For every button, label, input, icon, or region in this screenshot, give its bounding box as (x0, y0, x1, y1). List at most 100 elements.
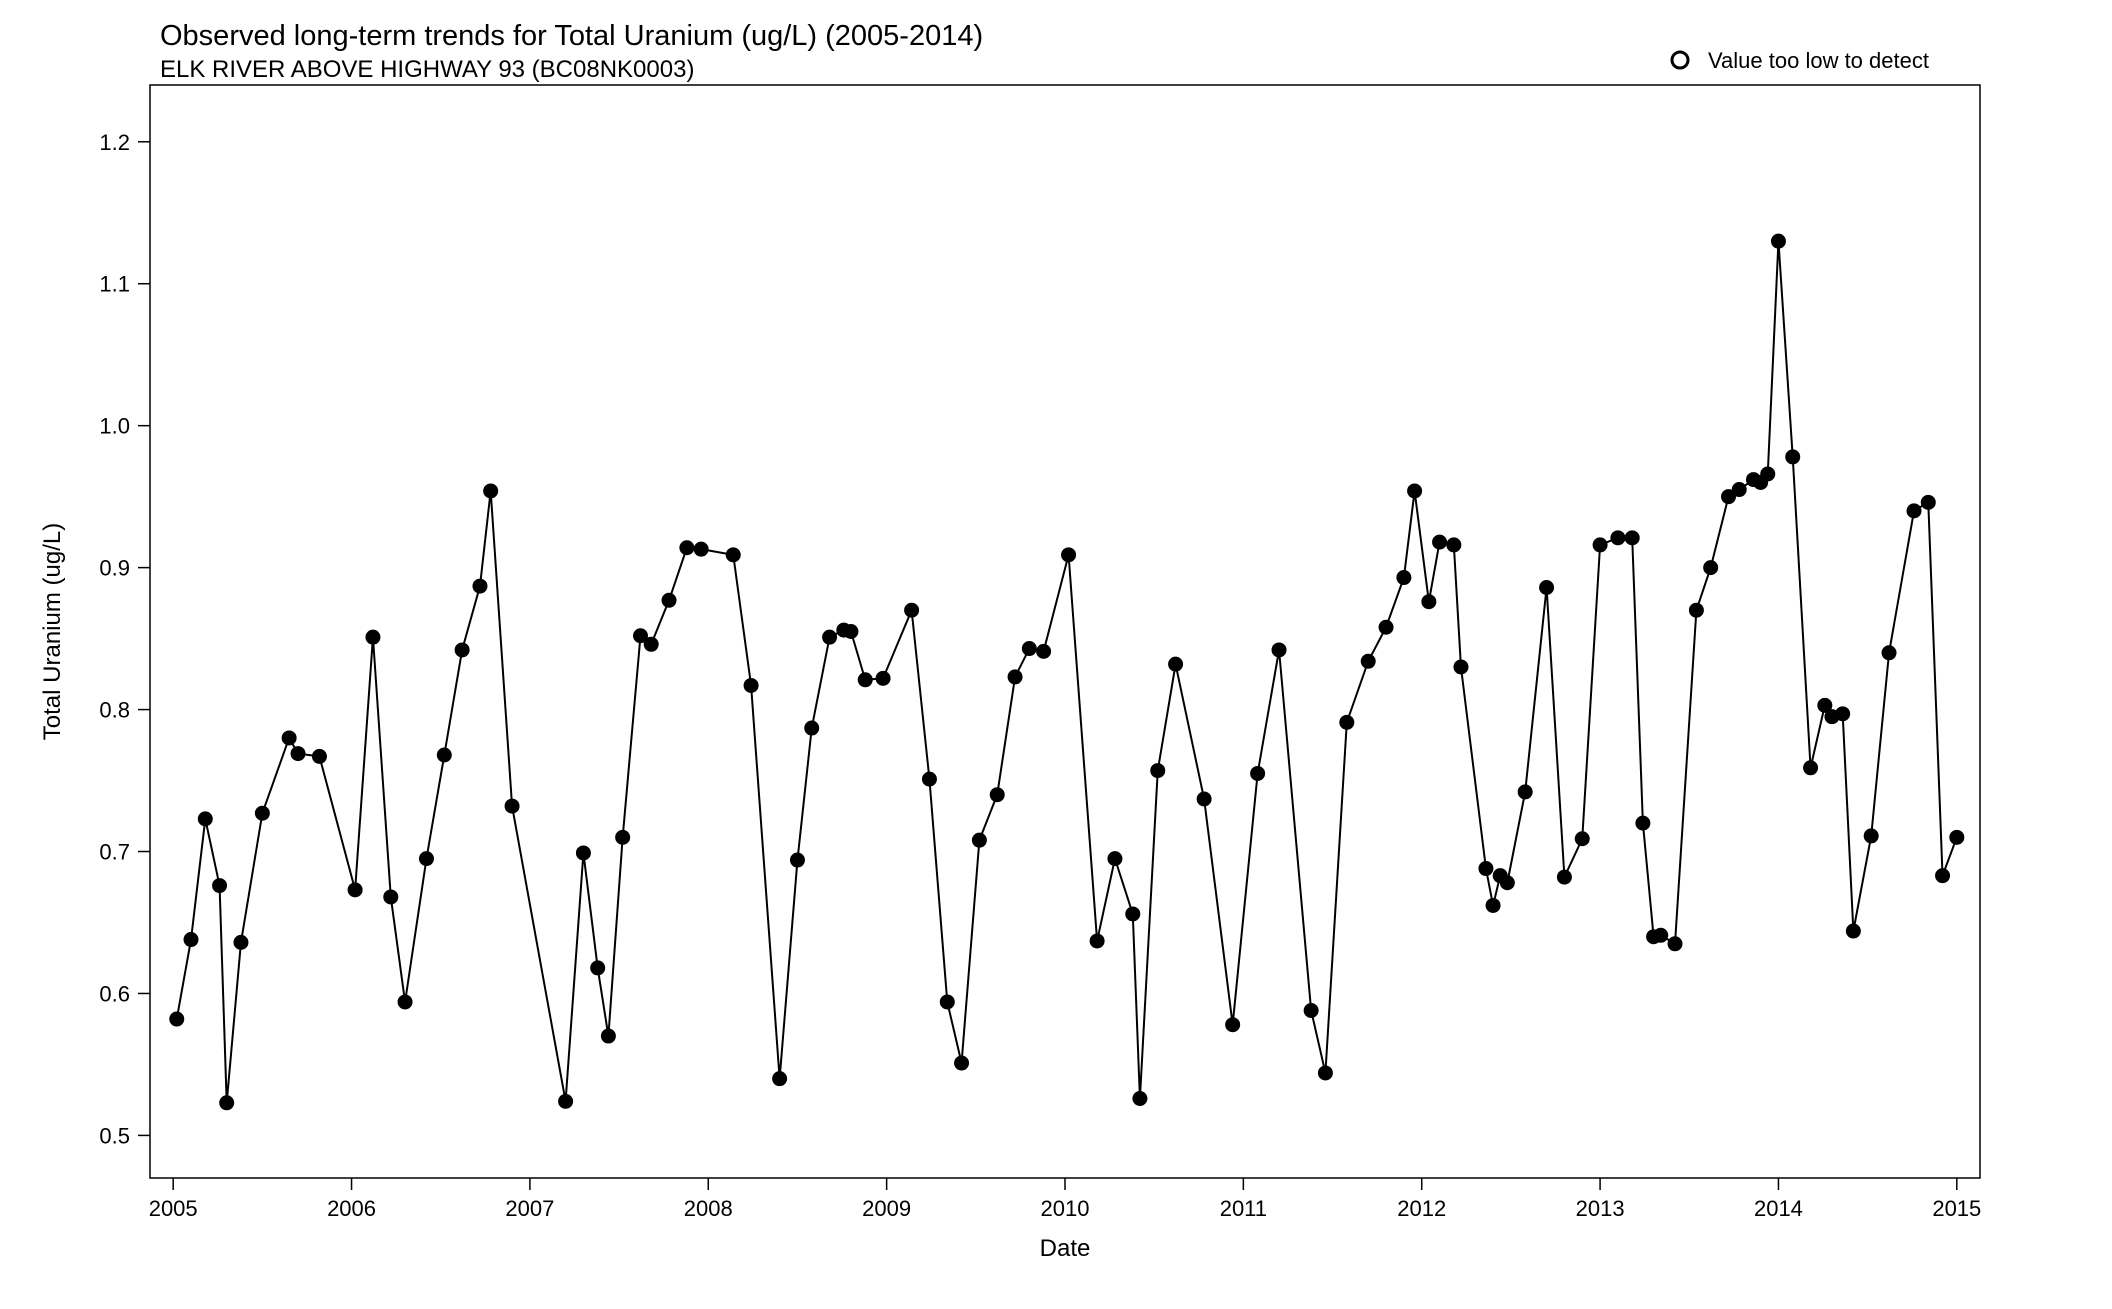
data-point (198, 812, 212, 826)
data-point (505, 799, 519, 813)
data-point (1786, 450, 1800, 464)
x-tick-label: 2009 (862, 1196, 911, 1221)
data-point (1557, 870, 1571, 884)
data-point (601, 1029, 615, 1043)
data-point (473, 579, 487, 593)
data-point (1611, 531, 1625, 545)
x-tick-label: 2014 (1754, 1196, 1803, 1221)
y-tick-label: 1.0 (99, 414, 130, 439)
data-point (1704, 561, 1718, 575)
x-tick-label: 2010 (1041, 1196, 1090, 1221)
data-point (1226, 1018, 1240, 1032)
data-point (1197, 792, 1211, 806)
y-tick-label: 0.6 (99, 981, 130, 1006)
data-point (990, 788, 1004, 802)
x-tick-label: 2013 (1576, 1196, 1625, 1221)
x-tick-label: 2012 (1397, 1196, 1446, 1221)
legend-label: Value too low to detect (1708, 48, 1929, 73)
data-point (184, 933, 198, 947)
data-point (940, 995, 954, 1009)
y-tick-label: 0.9 (99, 556, 130, 581)
y-tick-label: 0.5 (99, 1123, 130, 1148)
y-tick-label: 1.1 (99, 272, 130, 297)
data-point (1379, 620, 1393, 634)
chart-svg: Observed long-term trends for Total Uran… (0, 0, 2112, 1309)
data-point (282, 731, 296, 745)
data-point (1022, 642, 1036, 656)
data-point (1062, 548, 1076, 562)
data-point (1090, 934, 1104, 948)
data-point (858, 673, 872, 687)
data-point (1422, 595, 1436, 609)
data-point (1575, 832, 1589, 846)
data-point (1408, 484, 1422, 498)
data-point (876, 671, 890, 685)
data-point (805, 721, 819, 735)
data-point (1689, 603, 1703, 617)
data-point (922, 772, 936, 786)
data-point (1133, 1092, 1147, 1106)
data-point (366, 630, 380, 644)
data-point (744, 678, 758, 692)
data-point (220, 1096, 234, 1110)
data-point (955, 1056, 969, 1070)
data-point (1272, 643, 1286, 657)
chart-subtitle: ELK RIVER ABOVE HIGHWAY 93 (BC08NK0003) (160, 56, 694, 83)
data-point (559, 1094, 573, 1108)
data-point (1479, 862, 1493, 876)
data-point (1251, 766, 1265, 780)
x-axis-label: Date (1040, 1235, 1091, 1262)
data-point (773, 1072, 787, 1086)
data-point (823, 630, 837, 644)
data-point (1864, 829, 1878, 843)
data-point (1340, 715, 1354, 729)
data-point (1037, 644, 1051, 658)
data-point (1732, 483, 1746, 497)
y-tick-label: 0.7 (99, 840, 130, 865)
data-point (790, 853, 804, 867)
data-point (1169, 657, 1183, 671)
data-point (170, 1012, 184, 1026)
data-point (1882, 646, 1896, 660)
data-point (1108, 852, 1122, 866)
data-point (1950, 830, 1964, 844)
data-point (1454, 660, 1468, 674)
x-tick-label: 2007 (505, 1196, 554, 1221)
x-tick-label: 2011 (1220, 1196, 1267, 1221)
data-point (1836, 707, 1850, 721)
data-point (576, 846, 590, 860)
data-point (1771, 234, 1785, 248)
data-point (1486, 898, 1500, 912)
data-point (972, 833, 986, 847)
data-point (680, 541, 694, 555)
data-point (1318, 1066, 1332, 1080)
data-point (1447, 538, 1461, 552)
y-tick-label: 1.2 (99, 130, 130, 155)
x-tick-label: 2008 (684, 1196, 733, 1221)
data-point (1518, 785, 1532, 799)
data-point (455, 643, 469, 657)
data-point (419, 852, 433, 866)
data-point (726, 548, 740, 562)
data-point (1304, 1004, 1318, 1018)
data-point (291, 747, 305, 761)
data-point (1593, 538, 1607, 552)
data-point (1433, 535, 1447, 549)
data-point (1151, 764, 1165, 778)
data-point (1761, 467, 1775, 481)
data-point (844, 625, 858, 639)
data-point (1846, 924, 1860, 938)
data-point (1397, 571, 1411, 585)
data-point (234, 935, 248, 949)
data-point (905, 603, 919, 617)
data-point (1361, 654, 1375, 668)
data-point (1668, 937, 1682, 951)
x-tick-label: 2006 (327, 1196, 376, 1221)
data-point (694, 542, 708, 556)
data-point (398, 995, 412, 1009)
data-point (437, 748, 451, 762)
data-point (484, 484, 498, 498)
data-point (1654, 928, 1668, 942)
data-point (662, 593, 676, 607)
data-point (1804, 761, 1818, 775)
